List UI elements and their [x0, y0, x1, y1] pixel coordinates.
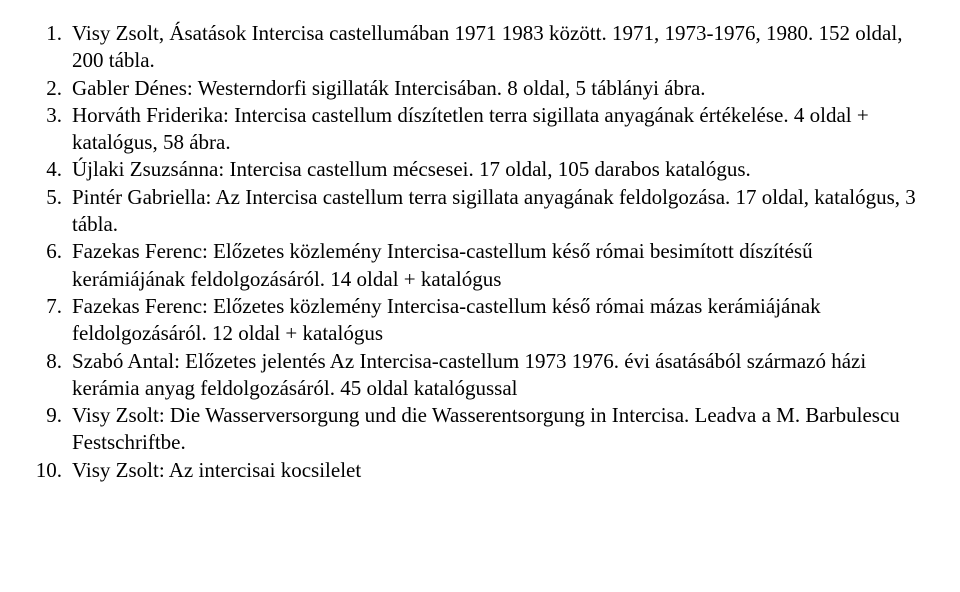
list-item: Visy Zsolt, Ásatások Intercisa castellum…	[30, 20, 930, 75]
list-item: Visy Zsolt: Die Wasserversorgung und die…	[30, 402, 930, 457]
list-item: Pintér Gabriella: Az Intercisa castellum…	[30, 184, 930, 239]
list-item: Visy Zsolt: Az intercisai kocsilelet	[30, 457, 930, 484]
list-item: Szabó Antal: Előzetes jelentés Az Interc…	[30, 348, 930, 403]
list-item: Fazekas Ferenc: Előzetes közlemény Inter…	[30, 238, 930, 293]
numbered-list: Visy Zsolt, Ásatások Intercisa castellum…	[30, 20, 930, 484]
list-item: Gabler Dénes: Westerndorfi sigillaták In…	[30, 75, 930, 102]
list-item: Horváth Friderika: Intercisa castellum d…	[30, 102, 930, 157]
list-item: Újlaki Zsuzsánna: Intercisa castellum mé…	[30, 156, 930, 183]
list-item: Fazekas Ferenc: Előzetes közlemény Inter…	[30, 293, 930, 348]
